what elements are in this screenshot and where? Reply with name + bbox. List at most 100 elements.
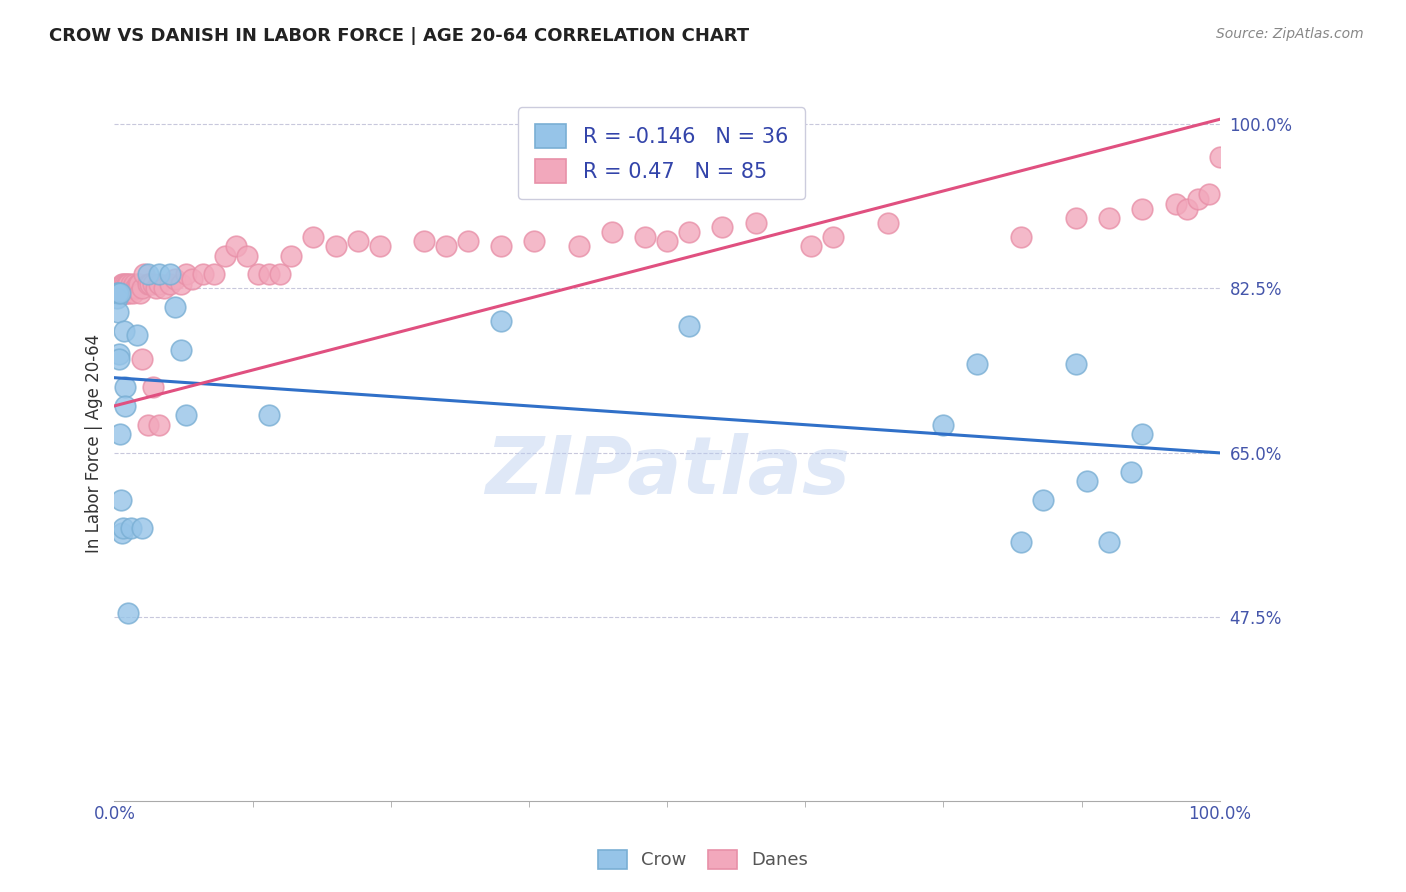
Point bbox=[107, 281, 129, 295]
Point bbox=[257, 409, 280, 423]
Point bbox=[115, 277, 138, 291]
Text: Source: ZipAtlas.com: Source: ZipAtlas.com bbox=[1216, 27, 1364, 41]
Point bbox=[110, 281, 132, 295]
Point bbox=[655, 235, 678, 249]
Point bbox=[107, 305, 129, 319]
Text: ZIPatlas: ZIPatlas bbox=[485, 433, 849, 511]
Point bbox=[491, 239, 513, 253]
Point bbox=[1010, 229, 1032, 244]
Point bbox=[105, 291, 128, 305]
Point bbox=[744, 216, 766, 230]
Point bbox=[105, 286, 128, 301]
Y-axis label: In Labor Force | Age 20-64: In Labor Force | Age 20-64 bbox=[86, 334, 103, 553]
Point bbox=[108, 281, 131, 295]
Point bbox=[174, 409, 197, 423]
Point bbox=[932, 417, 955, 432]
Point bbox=[413, 235, 436, 249]
Point bbox=[108, 286, 131, 301]
Point bbox=[111, 281, 134, 295]
Point bbox=[112, 286, 135, 301]
Point bbox=[280, 248, 302, 262]
Point bbox=[111, 277, 134, 291]
Point bbox=[136, 417, 159, 432]
Point bbox=[225, 239, 247, 253]
Point bbox=[112, 521, 135, 535]
Point bbox=[1121, 465, 1143, 479]
Point bbox=[247, 268, 270, 282]
Point bbox=[269, 268, 291, 282]
Point bbox=[108, 286, 131, 301]
Point bbox=[131, 351, 153, 366]
Point bbox=[346, 235, 368, 249]
Point bbox=[117, 277, 139, 291]
Point bbox=[131, 521, 153, 535]
Point bbox=[110, 286, 132, 301]
Point bbox=[142, 277, 165, 291]
Point bbox=[1076, 474, 1098, 488]
Point bbox=[1032, 492, 1054, 507]
Point bbox=[1132, 202, 1154, 216]
Point bbox=[139, 277, 162, 291]
Point bbox=[114, 399, 136, 413]
Point bbox=[257, 268, 280, 282]
Point bbox=[1164, 197, 1187, 211]
Point bbox=[134, 268, 156, 282]
Point bbox=[118, 281, 141, 295]
Point bbox=[125, 281, 148, 295]
Point bbox=[491, 314, 513, 328]
Point bbox=[457, 235, 479, 249]
Point bbox=[523, 235, 546, 249]
Point bbox=[114, 286, 136, 301]
Point bbox=[170, 277, 193, 291]
Point bbox=[1064, 357, 1087, 371]
Point bbox=[368, 239, 391, 253]
Point bbox=[125, 328, 148, 343]
Point bbox=[114, 380, 136, 394]
Point bbox=[131, 281, 153, 295]
Point bbox=[120, 521, 142, 535]
Point bbox=[159, 268, 181, 282]
Point bbox=[1098, 211, 1121, 225]
Point bbox=[165, 272, 187, 286]
Point bbox=[112, 286, 135, 301]
Point bbox=[124, 281, 146, 295]
Point bbox=[136, 268, 159, 282]
Point bbox=[127, 277, 149, 291]
Point bbox=[124, 277, 146, 291]
Point bbox=[117, 606, 139, 620]
Point bbox=[600, 225, 623, 239]
Point bbox=[678, 225, 700, 239]
Point bbox=[142, 380, 165, 394]
Text: CROW VS DANISH IN LABOR FORCE | AGE 20-64 CORRELATION CHART: CROW VS DANISH IN LABOR FORCE | AGE 20-6… bbox=[49, 27, 749, 45]
Point bbox=[821, 229, 844, 244]
Point bbox=[170, 343, 193, 357]
Point bbox=[1175, 202, 1198, 216]
Point bbox=[118, 286, 141, 301]
Point bbox=[122, 286, 145, 301]
Point bbox=[120, 277, 142, 291]
Point bbox=[112, 277, 135, 291]
Point bbox=[112, 324, 135, 338]
Point bbox=[114, 281, 136, 295]
Point bbox=[180, 272, 202, 286]
Point bbox=[1064, 211, 1087, 225]
Point bbox=[148, 277, 170, 291]
Point bbox=[107, 286, 129, 301]
Point bbox=[111, 525, 134, 540]
Point bbox=[136, 277, 159, 291]
Point bbox=[108, 427, 131, 442]
Point bbox=[108, 347, 131, 361]
Point bbox=[711, 220, 734, 235]
Point bbox=[105, 286, 128, 301]
Point bbox=[114, 277, 136, 291]
Point bbox=[112, 286, 135, 301]
Point bbox=[634, 229, 657, 244]
Point bbox=[115, 286, 138, 301]
Point bbox=[966, 357, 988, 371]
Point bbox=[110, 492, 132, 507]
Point bbox=[121, 281, 143, 295]
Point bbox=[877, 216, 900, 230]
Point bbox=[148, 268, 170, 282]
Point bbox=[112, 281, 135, 295]
Point bbox=[800, 239, 823, 253]
